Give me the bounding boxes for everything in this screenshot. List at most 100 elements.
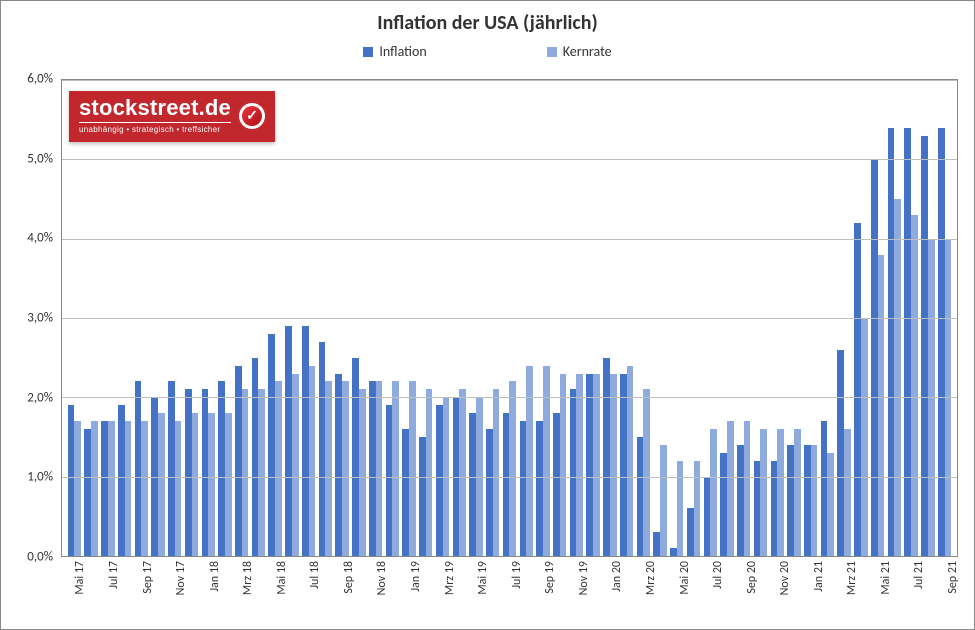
grid-line (62, 318, 957, 319)
x-label-slot: Mrz 19 (434, 557, 451, 629)
x-label-slot: Nov 18 (367, 557, 384, 629)
x-label-slot: Mai 20 (669, 557, 686, 629)
bar-inflation (603, 358, 610, 556)
bar-inflation (586, 374, 593, 556)
x-label-slot (552, 557, 569, 629)
bar-kernrate (392, 381, 399, 556)
bar-inflation (787, 445, 794, 556)
y-axis-label: 2,0% (27, 390, 53, 405)
grid-line (62, 239, 957, 240)
x-label-slot: Mai 19 (468, 557, 485, 629)
bar-inflation (536, 421, 543, 556)
bar-kernrate (610, 374, 617, 556)
x-label-slot (652, 557, 669, 629)
x-label-slot (384, 557, 401, 629)
bar-inflation (202, 389, 209, 556)
bar-inflation (118, 405, 125, 556)
bar-inflation (235, 366, 242, 556)
bar-inflation (637, 437, 644, 556)
plot-area: stockstreet.de unabhängig • strategisch … (61, 79, 958, 557)
x-label-slot: Jul 19 (501, 557, 518, 629)
bar-kernrate (141, 421, 148, 556)
bar-kernrate (192, 413, 199, 556)
bar-inflation (737, 445, 744, 556)
bar-kernrate (359, 389, 366, 556)
y-axis-label: 6,0% (27, 72, 53, 87)
x-label-slot: Jul 21 (904, 557, 921, 629)
bar-inflation (720, 453, 727, 556)
bar-kernrate (660, 445, 667, 556)
x-label-slot: Jan 18 (199, 557, 216, 629)
bar-inflation (386, 405, 393, 556)
bar-inflation (486, 429, 493, 556)
legend-swatch (547, 47, 557, 57)
bar-kernrate (560, 374, 567, 556)
bar-inflation (319, 342, 326, 556)
bar-kernrate (760, 429, 767, 556)
bar-kernrate (811, 445, 818, 556)
plot-background (61, 79, 958, 557)
bar-inflation (503, 413, 510, 556)
x-label-slot: Sep 19 (535, 557, 552, 629)
x-label-slot: Sep 17 (132, 557, 149, 629)
bar-kernrate (727, 421, 734, 556)
brand-logo: stockstreet.de unabhängig • strategisch … (69, 91, 275, 142)
x-axis-label: Sep 21 (946, 561, 960, 594)
bar-inflation (185, 389, 192, 556)
legend-label: Kernrate (563, 43, 612, 60)
bar-kernrate (710, 429, 717, 556)
x-label-slot (854, 557, 871, 629)
bar-inflation (369, 381, 376, 556)
x-label-slot (820, 557, 837, 629)
bar-inflation (771, 461, 778, 556)
x-label-slot (787, 557, 804, 629)
bar-inflation (302, 326, 309, 556)
bar-kernrate (677, 461, 684, 556)
logo-sub: unabhängig • strategisch • treffsicher (79, 122, 231, 134)
bar-kernrate (827, 453, 834, 556)
checkmark-icon: ✓ (246, 107, 258, 124)
bar-kernrate (342, 381, 349, 556)
x-label-slot (887, 557, 904, 629)
y-axis-label: 4,0% (27, 231, 53, 246)
logo-seal-icon: ✓ (239, 103, 265, 129)
bar-inflation (904, 128, 911, 556)
legend-item: Kernrate (547, 43, 612, 60)
bar-inflation (653, 532, 660, 556)
bar-kernrate (175, 421, 182, 556)
x-label-slot (619, 557, 636, 629)
bar-inflation (352, 358, 359, 556)
x-label-slot: Mrz 21 (837, 557, 854, 629)
bar-kernrate (275, 381, 282, 556)
x-label-slot: Sep 18 (334, 557, 351, 629)
bar-inflation (520, 421, 527, 556)
bar-kernrate (878, 255, 885, 556)
bar-kernrate (426, 389, 433, 556)
x-label-slot: Mai 17 (65, 557, 82, 629)
bar-kernrate (794, 429, 801, 556)
bar-inflation (670, 548, 677, 556)
bar-kernrate (309, 366, 316, 556)
bar-inflation (168, 381, 175, 556)
bar-inflation (888, 128, 895, 556)
y-axis-label: 0,0% (27, 550, 53, 565)
bar-inflation (704, 477, 711, 556)
bar-kernrate (258, 389, 265, 556)
bar-kernrate (325, 381, 332, 556)
bar-inflation (570, 389, 577, 556)
y-axis-label: 1,0% (27, 470, 53, 485)
bar-kernrate (627, 366, 634, 556)
y-axis-label: 3,0% (27, 311, 53, 326)
legend-label: Inflation (379, 43, 426, 60)
bar-inflation (101, 421, 108, 556)
bar-kernrate (509, 381, 516, 556)
bar-kernrate (576, 374, 583, 556)
x-label-slot: Sep 20 (736, 557, 753, 629)
x-label-slot: Jul 17 (99, 557, 116, 629)
bar-kernrate (911, 215, 918, 556)
bar-kernrate (225, 413, 232, 556)
x-label-slot: Nov 19 (568, 557, 585, 629)
bar-inflation (821, 421, 828, 556)
x-label-slot (485, 557, 502, 629)
bar-kernrate (292, 374, 299, 556)
